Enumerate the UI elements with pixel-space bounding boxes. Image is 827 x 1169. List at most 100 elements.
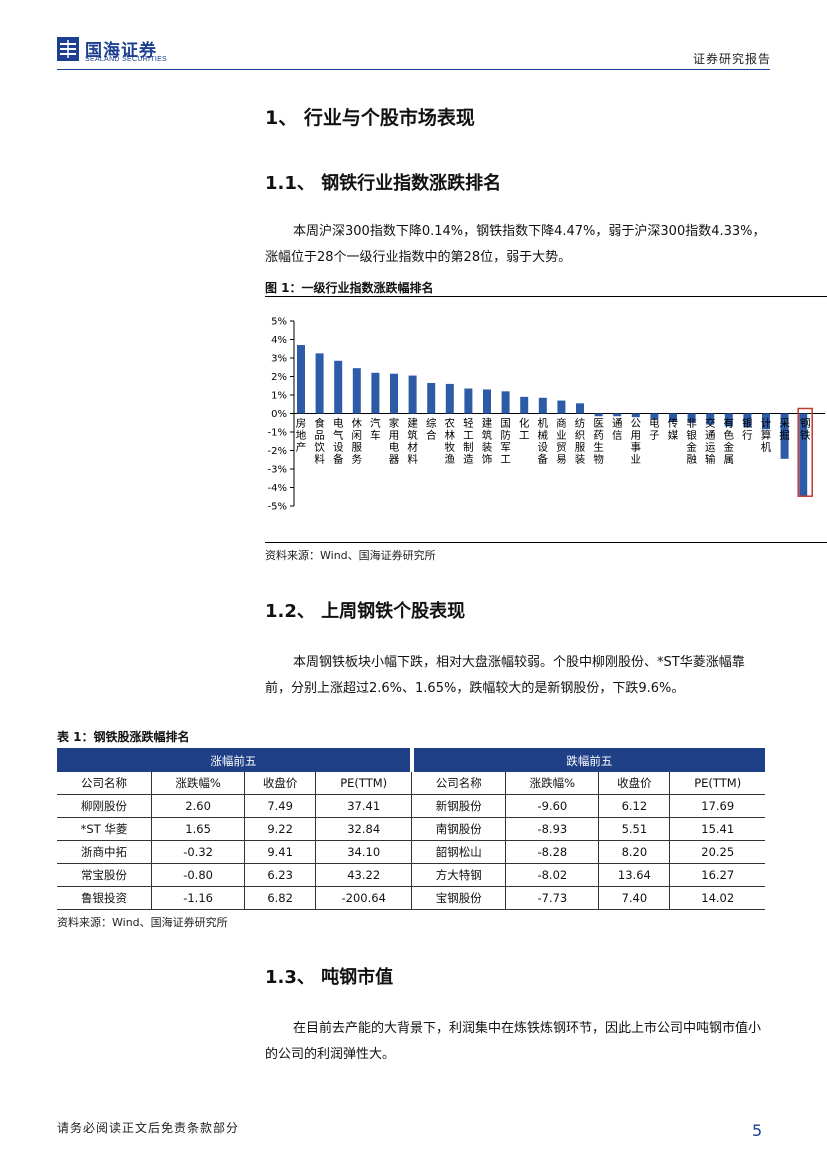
y-tick-label: 2% <box>271 372 287 383</box>
category-label-char: 商 <box>556 417 567 430</box>
bar <box>650 413 659 420</box>
category-label-char: 易 <box>556 454 567 466</box>
category-label-char: 家 <box>389 417 400 430</box>
value-cell: 8.20 <box>598 840 671 864</box>
company-name-cell: 宝钢股份 <box>411 886 507 910</box>
company-name-cell: 方大特钢 <box>411 863 507 887</box>
y-tick-label: 1% <box>271 391 287 402</box>
category-label-char: 子 <box>649 430 660 442</box>
category-label-char: 械 <box>538 429 549 442</box>
value-cell: 7.49 <box>244 794 317 818</box>
category-label-char: 贸 <box>556 442 567 454</box>
category-label-char: 用 <box>631 430 642 442</box>
category-label-char: 电 <box>649 417 660 430</box>
value-cell: 5.51 <box>598 817 671 841</box>
figure-1-source: 资料来源：Wind、国海证券研究所 <box>265 549 436 562</box>
category-label-char: 药 <box>593 430 604 442</box>
category-label-char: 算 <box>761 429 772 442</box>
bar <box>390 373 398 414</box>
bar <box>724 413 733 427</box>
company-name-cell: 柳刚股份 <box>57 794 153 818</box>
y-tick-label: -3% <box>268 465 287 476</box>
category-label-char: 公 <box>631 418 642 430</box>
value-cell: -0.80 <box>151 863 246 887</box>
bar <box>371 372 380 414</box>
category-label-char: 造 <box>463 453 474 466</box>
gainers-group-header: 涨幅前五 <box>57 748 412 772</box>
category-label-char: 医 <box>593 418 604 430</box>
value-cell: 6.23 <box>244 863 317 887</box>
bar <box>445 383 454 414</box>
category-label-char: 产 <box>296 441 307 454</box>
category-label-char: 物 <box>593 453 604 466</box>
category-label-char: 装 <box>482 441 493 454</box>
category-label-char: 通 <box>705 430 716 442</box>
company-name-cell: 新钢股份 <box>411 794 507 818</box>
column-header: PE(TTM) <box>315 772 413 795</box>
table-1-source: 资料来源：Wind、国海证券研究所 <box>57 916 228 929</box>
category-label-char: 银 <box>742 417 753 430</box>
category-label-char: 服 <box>352 442 363 454</box>
category-label-char: 林 <box>445 429 456 442</box>
category-label-char: 器 <box>389 454 400 466</box>
category-label-char: 工 <box>500 454 511 466</box>
category-label-char: 化 <box>519 417 530 430</box>
y-tick-label: 4% <box>271 335 287 346</box>
table-row: 浙商中拓 -0.32 9.41 34.10 韶钢松山 -8.28 8.20 20.25 <box>57 840 765 864</box>
category-label-char: 金 <box>686 441 697 454</box>
y-tick-label: -2% <box>268 446 287 457</box>
category-label-char: 信 <box>612 430 623 442</box>
category-label-char: 牧 <box>445 441 456 454</box>
bar <box>613 413 622 417</box>
category-label-char: 装 <box>575 453 586 466</box>
bar <box>315 353 324 414</box>
value-cell: -8.02 <box>505 863 600 887</box>
category-label-char: 电 <box>333 417 344 430</box>
column-header: 收盘价 <box>598 772 671 795</box>
category-label-char: 通 <box>612 418 623 430</box>
bar <box>799 413 808 497</box>
section-1-1-heading: 1.1、 钢铁行业指数涨跌排名 <box>265 173 502 194</box>
industry-ranking-bar-chart: 5%4%3%2%1%0%-1%-2%-3%-4%-5%房地产食品饮料电气设备休闲… <box>268 317 825 513</box>
category-label-char: 气 <box>333 429 344 442</box>
category-label-char: 渔 <box>445 454 456 466</box>
value-cell: 9.22 <box>244 817 317 841</box>
category-label-char: 筑 <box>482 429 493 442</box>
category-label-char: 运 <box>705 442 716 454</box>
category-label-char: 融 <box>686 454 697 466</box>
bar <box>687 413 696 423</box>
column-header: 收盘价 <box>244 772 317 795</box>
category-label-char: 饰 <box>482 453 493 466</box>
bar <box>501 391 510 414</box>
section-1-2-paragraph: 本周钢铁板块小幅下跌，相对大盘涨幅较弱。个股中柳刚股份、*ST华菱涨幅靠前，分别… <box>265 655 745 696</box>
category-label-char: 银 <box>686 429 697 442</box>
category-label-char: 综 <box>426 417 437 430</box>
category-label-char: 农 <box>445 417 456 430</box>
category-label-char: 国 <box>500 418 511 430</box>
category-label-char: 闲 <box>352 429 363 442</box>
category-label-char: 织 <box>575 430 586 442</box>
value-cell: 6.12 <box>598 794 671 818</box>
table-column-header-row: 公司名称 涨跌幅% 收盘价 PE(TTM) 公司名称 涨跌幅% 收盘价 PE(T… <box>57 772 765 795</box>
category-label-char: 休 <box>352 418 363 430</box>
value-cell: 9.41 <box>244 840 317 864</box>
category-label-char: 机 <box>538 417 549 430</box>
value-cell: -1.16 <box>151 886 246 910</box>
figure-top-rule <box>265 296 827 297</box>
category-label-char: 料 <box>407 453 418 466</box>
category-label-char: 备 <box>538 453 549 466</box>
value-cell: -8.28 <box>505 840 600 864</box>
value-cell: -0.32 <box>151 840 246 864</box>
category-label-char: 机 <box>761 441 772 454</box>
table-group-header-row: 涨幅前五 跌幅前五 <box>57 748 765 772</box>
value-cell: 6.82 <box>244 886 317 910</box>
value-cell: -7.73 <box>505 886 600 910</box>
value-cell: -200.64 <box>315 886 413 910</box>
category-label-char: 工 <box>519 430 530 442</box>
category-label-char: 车 <box>370 429 381 442</box>
category-label-char: 生 <box>593 441 604 454</box>
value-cell: 15.41 <box>669 817 765 841</box>
category-label-char: 金 <box>724 441 735 454</box>
category-label-char: 非 <box>686 418 697 430</box>
category-label-char: 服 <box>575 442 586 454</box>
